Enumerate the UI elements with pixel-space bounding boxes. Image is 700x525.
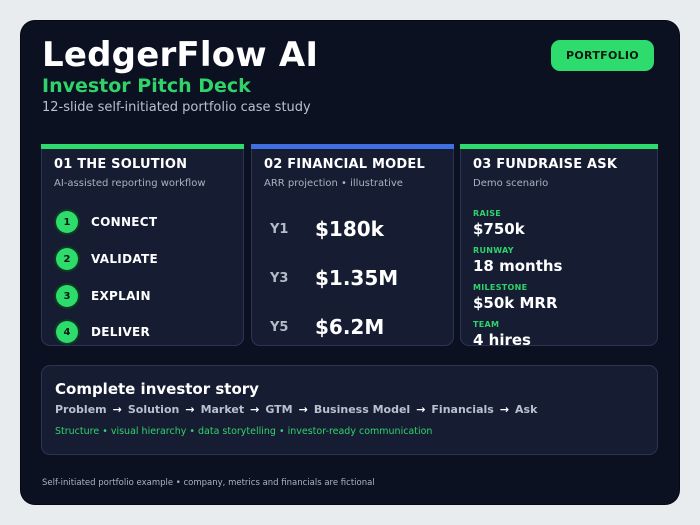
story-step: Problem [55,403,107,416]
solution-title: 01 THE SOLUTION [54,157,188,172]
projection-value: $6.2M [315,315,385,339]
story-step: Business Model [313,403,411,416]
footer-disclaimer: Self-initiated portfolio example • compa… [42,478,375,488]
story-step: Solution [127,403,180,416]
ask-item: MILESTONE $50k MRR [473,283,558,312]
panel-accent-bar [251,144,454,149]
ask-value: $50k MRR [473,294,558,312]
story-flow: Problem → Solution → Market → GTM → Business Mod… [55,403,537,416]
arrow-icon: → [250,403,260,416]
solution-panel: 01 THE SOLUTION AI-assisted reporting wo… [41,144,244,346]
ask-item: TEAM 4 hires [473,320,531,349]
step-number: 4 [56,321,78,343]
projection-value: $1.35M [315,266,399,290]
step-number: 3 [56,285,78,307]
ask-value: 18 months [473,257,563,275]
projection-row: Y1 $180k [270,217,384,241]
step-label: VALIDATE [91,252,158,266]
story-step: GTM [265,403,293,416]
solution-step: 2 VALIDATE [56,247,158,271]
story-step: Market [200,403,245,416]
portfolio-button[interactable]: PORTFOLIO [551,40,654,71]
financial-subtitle: ARR projection • illustrative [264,178,403,189]
projection-year: Y1 [270,221,289,237]
pitch-deck-card: LedgerFlow AI Investor Pitch Deck 12-sli… [21,21,679,504]
step-label: EXPLAIN [91,289,151,303]
ask-key: TEAM [473,320,500,329]
story-step: Ask [515,403,538,416]
fundraise-panel: 03 FUNDRAISE ASK Demo scenario RAISE $75… [460,144,658,349]
projection-row: Y3 $1.35M [270,266,398,290]
arrow-icon: → [499,403,510,416]
step-number: 2 [56,248,78,270]
step-number: 1 [56,211,78,233]
panel-accent-bar [460,144,658,149]
ask-item: RAISE $750k [473,209,525,238]
ask-value: 4 hires [473,331,531,349]
panel-accent-bar [41,144,244,149]
page-title: LedgerFlow AI [42,35,319,75]
ask-key: MILESTONE [473,283,528,292]
ask-item: RUNWAY 18 months [473,246,563,275]
investor-story-panel: Complete investor story Problem → Solution… [41,365,658,455]
story-skills: Structure • visual hierarchy • data stor… [55,426,433,437]
page-tagline: 12-slide self-initiated portfolio case s… [42,100,311,115]
ask-key: RUNWAY [473,246,514,255]
financial-panel: 02 FINANCIAL MODEL ARR projection • illu… [251,144,454,346]
story-title: Complete investor story [55,380,259,398]
projection-year: Y5 [270,319,289,335]
fundraise-subtitle: Demo scenario [473,178,549,189]
arrow-icon: → [416,403,426,416]
solution-step: 3 EXPLAIN [56,284,151,308]
arrow-icon: → [298,403,308,416]
page-subtitle: Investor Pitch Deck [42,75,251,97]
solution-subtitle: AI-assisted reporting workflow [54,178,206,189]
ask-key: RAISE [473,209,502,218]
step-label: CONNECT [91,215,158,229]
projection-row: Y5 $6.2M [270,315,384,339]
story-step: Financials [431,403,494,416]
arrow-icon: → [185,403,195,416]
projection-value: $180k [315,217,384,241]
solution-step: 4 DELIVER [56,320,150,344]
solution-step: 1 CONNECT [56,210,157,234]
fundraise-title: 03 FUNDRAISE ASK [473,157,618,172]
ask-value: $750k [473,220,525,238]
arrow-icon: → [112,403,122,416]
financial-title: 02 FINANCIAL MODEL [264,157,425,172]
projection-year: Y3 [270,270,289,286]
step-label: DELIVER [91,325,151,339]
